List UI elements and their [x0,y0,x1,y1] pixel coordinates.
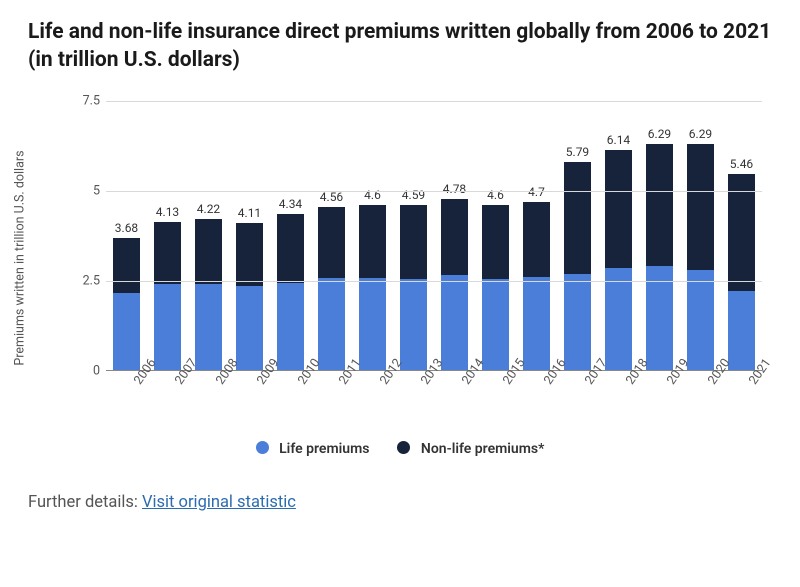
bar-column: 6.29 [687,101,714,371]
bar-column: 4.22 [195,101,222,371]
bar-segment-nonlife [195,219,222,285]
bar-total-label: 4.13 [156,205,179,219]
bar-segment-nonlife [482,205,509,279]
bar-segment-life [646,266,673,370]
bar-column: 4.56 [318,101,345,371]
bar-column: 6.14 [605,101,632,371]
gridline [106,281,762,282]
legend-swatch-nonlife [397,441,410,454]
bar-total-label: 5.46 [730,157,753,171]
y-tick-label: 2.5 [70,273,100,288]
y-tick-label: 7.5 [70,93,100,108]
bar-segment-life [195,284,222,370]
legend-label-nonlife: Non-life premiums* [421,441,544,457]
bar-segment-life [605,268,632,371]
bar-segment-life [318,278,345,371]
y-tick-label: 5 [70,183,100,198]
bars-container: 3.68 4.13 4.22 4.11 4.34 4.56 4.6 4.59 4.78 4.6 4.… [106,101,762,371]
bar-segment-nonlife [154,222,181,284]
legend-item-nonlife: Non-life premiums* [397,441,544,457]
bar-column: 3.68 [113,101,140,371]
bar-total-label: 6.29 [648,127,671,141]
bar-segment-life [236,286,263,371]
bar-column: 5.46 [728,101,755,371]
bar-segment-life [441,275,468,370]
bar-segment-life [482,279,509,371]
bar-column: 4.59 [400,101,427,371]
legend-item-life: Life premiums [256,441,370,457]
bar-segment-nonlife [687,144,714,270]
gridline [106,191,762,192]
chart-area: Premiums written in trillion U.S. dollar… [28,93,772,423]
gridline [106,101,762,102]
bar-column: 4.13 [154,101,181,371]
bar-column: 4.7 [523,101,550,371]
y-tick-label: 0 [70,363,100,378]
legend-label-life: Life premiums [279,441,369,457]
bar-segment-life [400,279,427,371]
bar-segment-life [113,293,140,370]
bar-segment-nonlife [605,150,632,268]
bar-segment-nonlife [318,207,345,278]
bar-total-label: 5.79 [566,145,589,159]
bar-segment-nonlife [441,199,468,276]
bar-segment-nonlife [523,202,550,278]
y-axis-label: Premiums written in trillion U.S. dollar… [13,150,28,365]
bar-total-label: 6.14 [607,133,630,147]
bar-column: 4.78 [441,101,468,371]
bar-segment-nonlife [277,214,304,282]
legend-swatch-life [256,441,269,454]
plot-region: 3.68 4.13 4.22 4.11 4.34 4.56 4.6 4.59 4.78 4.6 4.… [106,101,762,371]
bar-segment-life [154,284,181,370]
chart-title: Life and non-life insurance direct premi… [28,18,772,75]
bar-column: 6.29 [646,101,673,371]
bar-segment-life [728,291,755,371]
bar-total-label: 6.29 [689,127,712,141]
bar-total-label: 4.34 [279,197,302,211]
bar-segment-nonlife [400,205,427,278]
bar-segment-life [564,274,591,371]
bar-column: 4.6 [359,101,386,371]
bar-segment-life [359,278,386,371]
bar-segment-nonlife [113,238,140,293]
bar-total-label: 3.68 [115,221,138,235]
legend: Life premiums Non-life premiums* [28,441,772,457]
bar-total-label: 4.78 [443,182,466,196]
bar-segment-life [523,277,550,371]
bar-segment-nonlife [359,205,386,278]
bar-column: 4.11 [236,101,263,371]
bar-segment-nonlife [236,223,263,286]
footer: Further details: Visit original statisti… [28,493,772,512]
bar-column: 4.6 [482,101,509,371]
bar-segment-life [277,283,304,371]
bar-segment-life [687,270,714,371]
bar-segment-nonlife [646,144,673,266]
footer-prefix: Further details: [28,493,142,512]
bar-column: 4.34 [277,101,304,371]
bar-segment-nonlife [564,162,591,273]
bar-column: 5.79 [564,101,591,371]
footer-link[interactable]: Visit original statistic [142,493,296,512]
bar-total-label: 4.11 [238,206,261,220]
bar-total-label: 4.22 [197,202,220,216]
